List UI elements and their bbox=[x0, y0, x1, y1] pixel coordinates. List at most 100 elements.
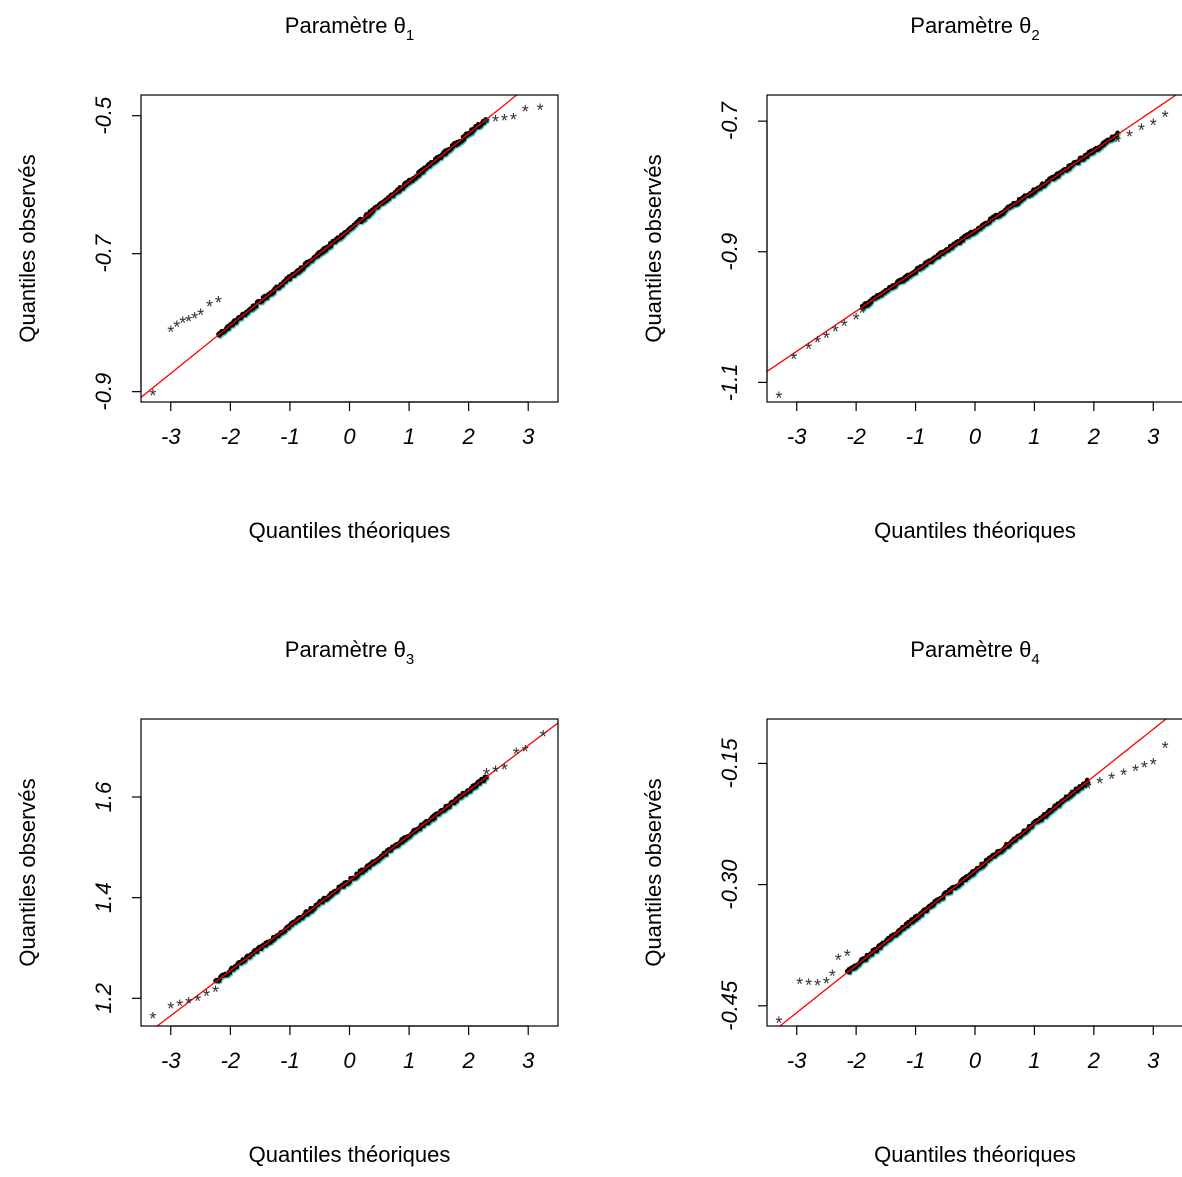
x-tick-label: 0 bbox=[969, 1048, 982, 1073]
qq-panel-2: Paramètre θ2** * * * * * *** * * * *-3 -2 -1 0 1 2 3-1.1… bbox=[641, 13, 1182, 543]
x-tick-label: -3 bbox=[787, 424, 807, 449]
x-tick-label: 1 bbox=[1028, 424, 1040, 449]
x-axis-label: Quantiles théoriques bbox=[249, 518, 451, 543]
x-tick-label: 0 bbox=[343, 1048, 356, 1073]
qq-point-star: * bbox=[805, 975, 812, 995]
panel-title: Paramètre θ3 bbox=[285, 637, 414, 668]
qq-point-star: * bbox=[522, 742, 529, 762]
panel-title-subscript: 1 bbox=[406, 27, 414, 44]
qq-point-star: * bbox=[1114, 132, 1121, 152]
x-axis-label: Quantiles théoriques bbox=[249, 1142, 451, 1167]
reference-line bbox=[141, 95, 518, 398]
qq-point-star: * bbox=[194, 991, 201, 1011]
x-tick-label: 3 bbox=[1147, 424, 1160, 449]
y-tick-label: -0.5 bbox=[91, 96, 116, 135]
y-axis: -1.1 -0.9 -0.7 bbox=[717, 101, 768, 401]
panel-title: Paramètre θ2 bbox=[910, 13, 1039, 44]
x-tick-label: -2 bbox=[221, 1048, 241, 1073]
reference-line bbox=[156, 722, 558, 1026]
x-tick-label: -1 bbox=[280, 424, 300, 449]
x-tick-label: -2 bbox=[221, 424, 241, 449]
x-axis-label: Quantiles théoriques bbox=[874, 1142, 1076, 1167]
qq-point-star: * bbox=[203, 986, 210, 1006]
y-tick-label: -1.1 bbox=[717, 363, 742, 401]
x-tick-label: -3 bbox=[161, 1048, 181, 1073]
x-tick-label: -3 bbox=[787, 1048, 807, 1073]
qq-point-star: * bbox=[197, 305, 204, 325]
qq-point-star: * bbox=[823, 974, 830, 994]
panel-title-text: Paramètre θ bbox=[910, 637, 1031, 662]
x-axis: -3 -2 -1 0 1 2 3 bbox=[787, 1025, 1160, 1073]
x-tick-label: -2 bbox=[846, 424, 866, 449]
y-tick-label: 1.6 bbox=[91, 781, 116, 812]
qq-point-star: * bbox=[185, 994, 192, 1014]
x-tick-label: 3 bbox=[522, 424, 535, 449]
x-tick-label: 1 bbox=[1028, 1048, 1040, 1073]
y-tick-label: -0.9 bbox=[717, 233, 742, 271]
y-axis: -0.9 -0.7 -0.5 bbox=[91, 96, 142, 411]
qq-point-star: * bbox=[483, 765, 490, 785]
qq-point-star: * bbox=[814, 976, 821, 996]
qq-point-star: * bbox=[1138, 121, 1145, 141]
x-tick-label: 1 bbox=[403, 424, 415, 449]
qq-point-star: * bbox=[179, 314, 186, 334]
qq-point-star: * bbox=[537, 100, 544, 120]
plot-frame bbox=[140, 94, 559, 403]
qq-point-star: * bbox=[1141, 758, 1148, 778]
qq-point-star: * bbox=[805, 339, 812, 359]
qq-point-star: * bbox=[540, 727, 547, 747]
qq-point-star: * bbox=[185, 312, 192, 332]
panel-title-text: Paramètre θ bbox=[285, 13, 406, 38]
qq-point-star: * bbox=[775, 388, 782, 408]
panel-title-text: Paramètre θ bbox=[285, 637, 406, 662]
tail-points: ******* * ** * * * * * bbox=[149, 100, 543, 406]
tail-points: ** * * * * ** * ** ** bbox=[149, 727, 546, 1029]
qq-point-star: * bbox=[510, 110, 517, 130]
x-tick-label: 3 bbox=[522, 1048, 535, 1073]
x-axis: -3 -2 -1 0 1 2 3 bbox=[161, 1025, 535, 1073]
qq-point-star: * bbox=[483, 114, 490, 134]
x-tick-label: -3 bbox=[161, 424, 181, 449]
qq-point-star: * bbox=[492, 112, 499, 132]
qq-point-star: * bbox=[191, 309, 198, 329]
reference-line bbox=[767, 95, 1178, 373]
x-axis: -3 -2 -1 0 1 2 3 bbox=[161, 401, 535, 449]
qq-point-star: * bbox=[853, 310, 860, 330]
qq-point-star: * bbox=[775, 1013, 782, 1033]
x-tick-label: -1 bbox=[906, 1048, 926, 1073]
qq-point-star: * bbox=[832, 322, 839, 342]
y-tick-label: -0.7 bbox=[91, 234, 116, 273]
y-tick-label: -0.15 bbox=[717, 738, 742, 789]
qq-point-star: * bbox=[814, 333, 821, 353]
panel-title-subscript: 2 bbox=[1031, 27, 1039, 44]
qq-point-star: * bbox=[522, 102, 529, 122]
qq-panel-1: Paramètre θ1******* * ** * * * * *-3 -2 -1 0 1 2 3-0.… bbox=[15, 13, 559, 543]
qq-point-star: * bbox=[1126, 127, 1133, 147]
qq-point-star: * bbox=[829, 966, 836, 986]
qq-point-star: * bbox=[790, 349, 797, 369]
y-tick-label: 1.4 bbox=[91, 882, 116, 913]
x-tick-label: 2 bbox=[462, 424, 475, 449]
qq-point-star: * bbox=[1162, 739, 1169, 759]
x-tick-label: -2 bbox=[846, 1048, 866, 1073]
y-axis: -0.45 -0.30 -0.15 bbox=[717, 738, 768, 1031]
qq-panel-3: Paramètre θ3** * * * * ** * ** **-3 -2 -1 0 1 2 31.21.… bbox=[15, 637, 559, 1167]
qq-point-star: * bbox=[796, 975, 803, 995]
qq-point-star: * bbox=[1150, 115, 1157, 135]
x-tick-label: 3 bbox=[1147, 1048, 1160, 1073]
qq-point-star: * bbox=[173, 318, 180, 338]
x-tick-label: 0 bbox=[969, 424, 982, 449]
qq-point-star: * bbox=[513, 745, 520, 765]
qq-point-star: * bbox=[1084, 779, 1091, 799]
qq-point-star: * bbox=[149, 1009, 156, 1029]
qq-point-star: * bbox=[841, 317, 848, 337]
y-tick-label: -0.45 bbox=[717, 980, 742, 1031]
tail-points: ** * * * * * *** * * * * bbox=[775, 108, 1168, 409]
qq-point-star: * bbox=[1162, 108, 1169, 128]
qq-point-star: * bbox=[844, 946, 851, 966]
y-axis-label: Quantiles observés bbox=[15, 154, 40, 342]
qq-point-star: * bbox=[212, 982, 219, 1002]
qq-point-star: * bbox=[1108, 769, 1115, 789]
x-tick-label: 0 bbox=[343, 424, 356, 449]
